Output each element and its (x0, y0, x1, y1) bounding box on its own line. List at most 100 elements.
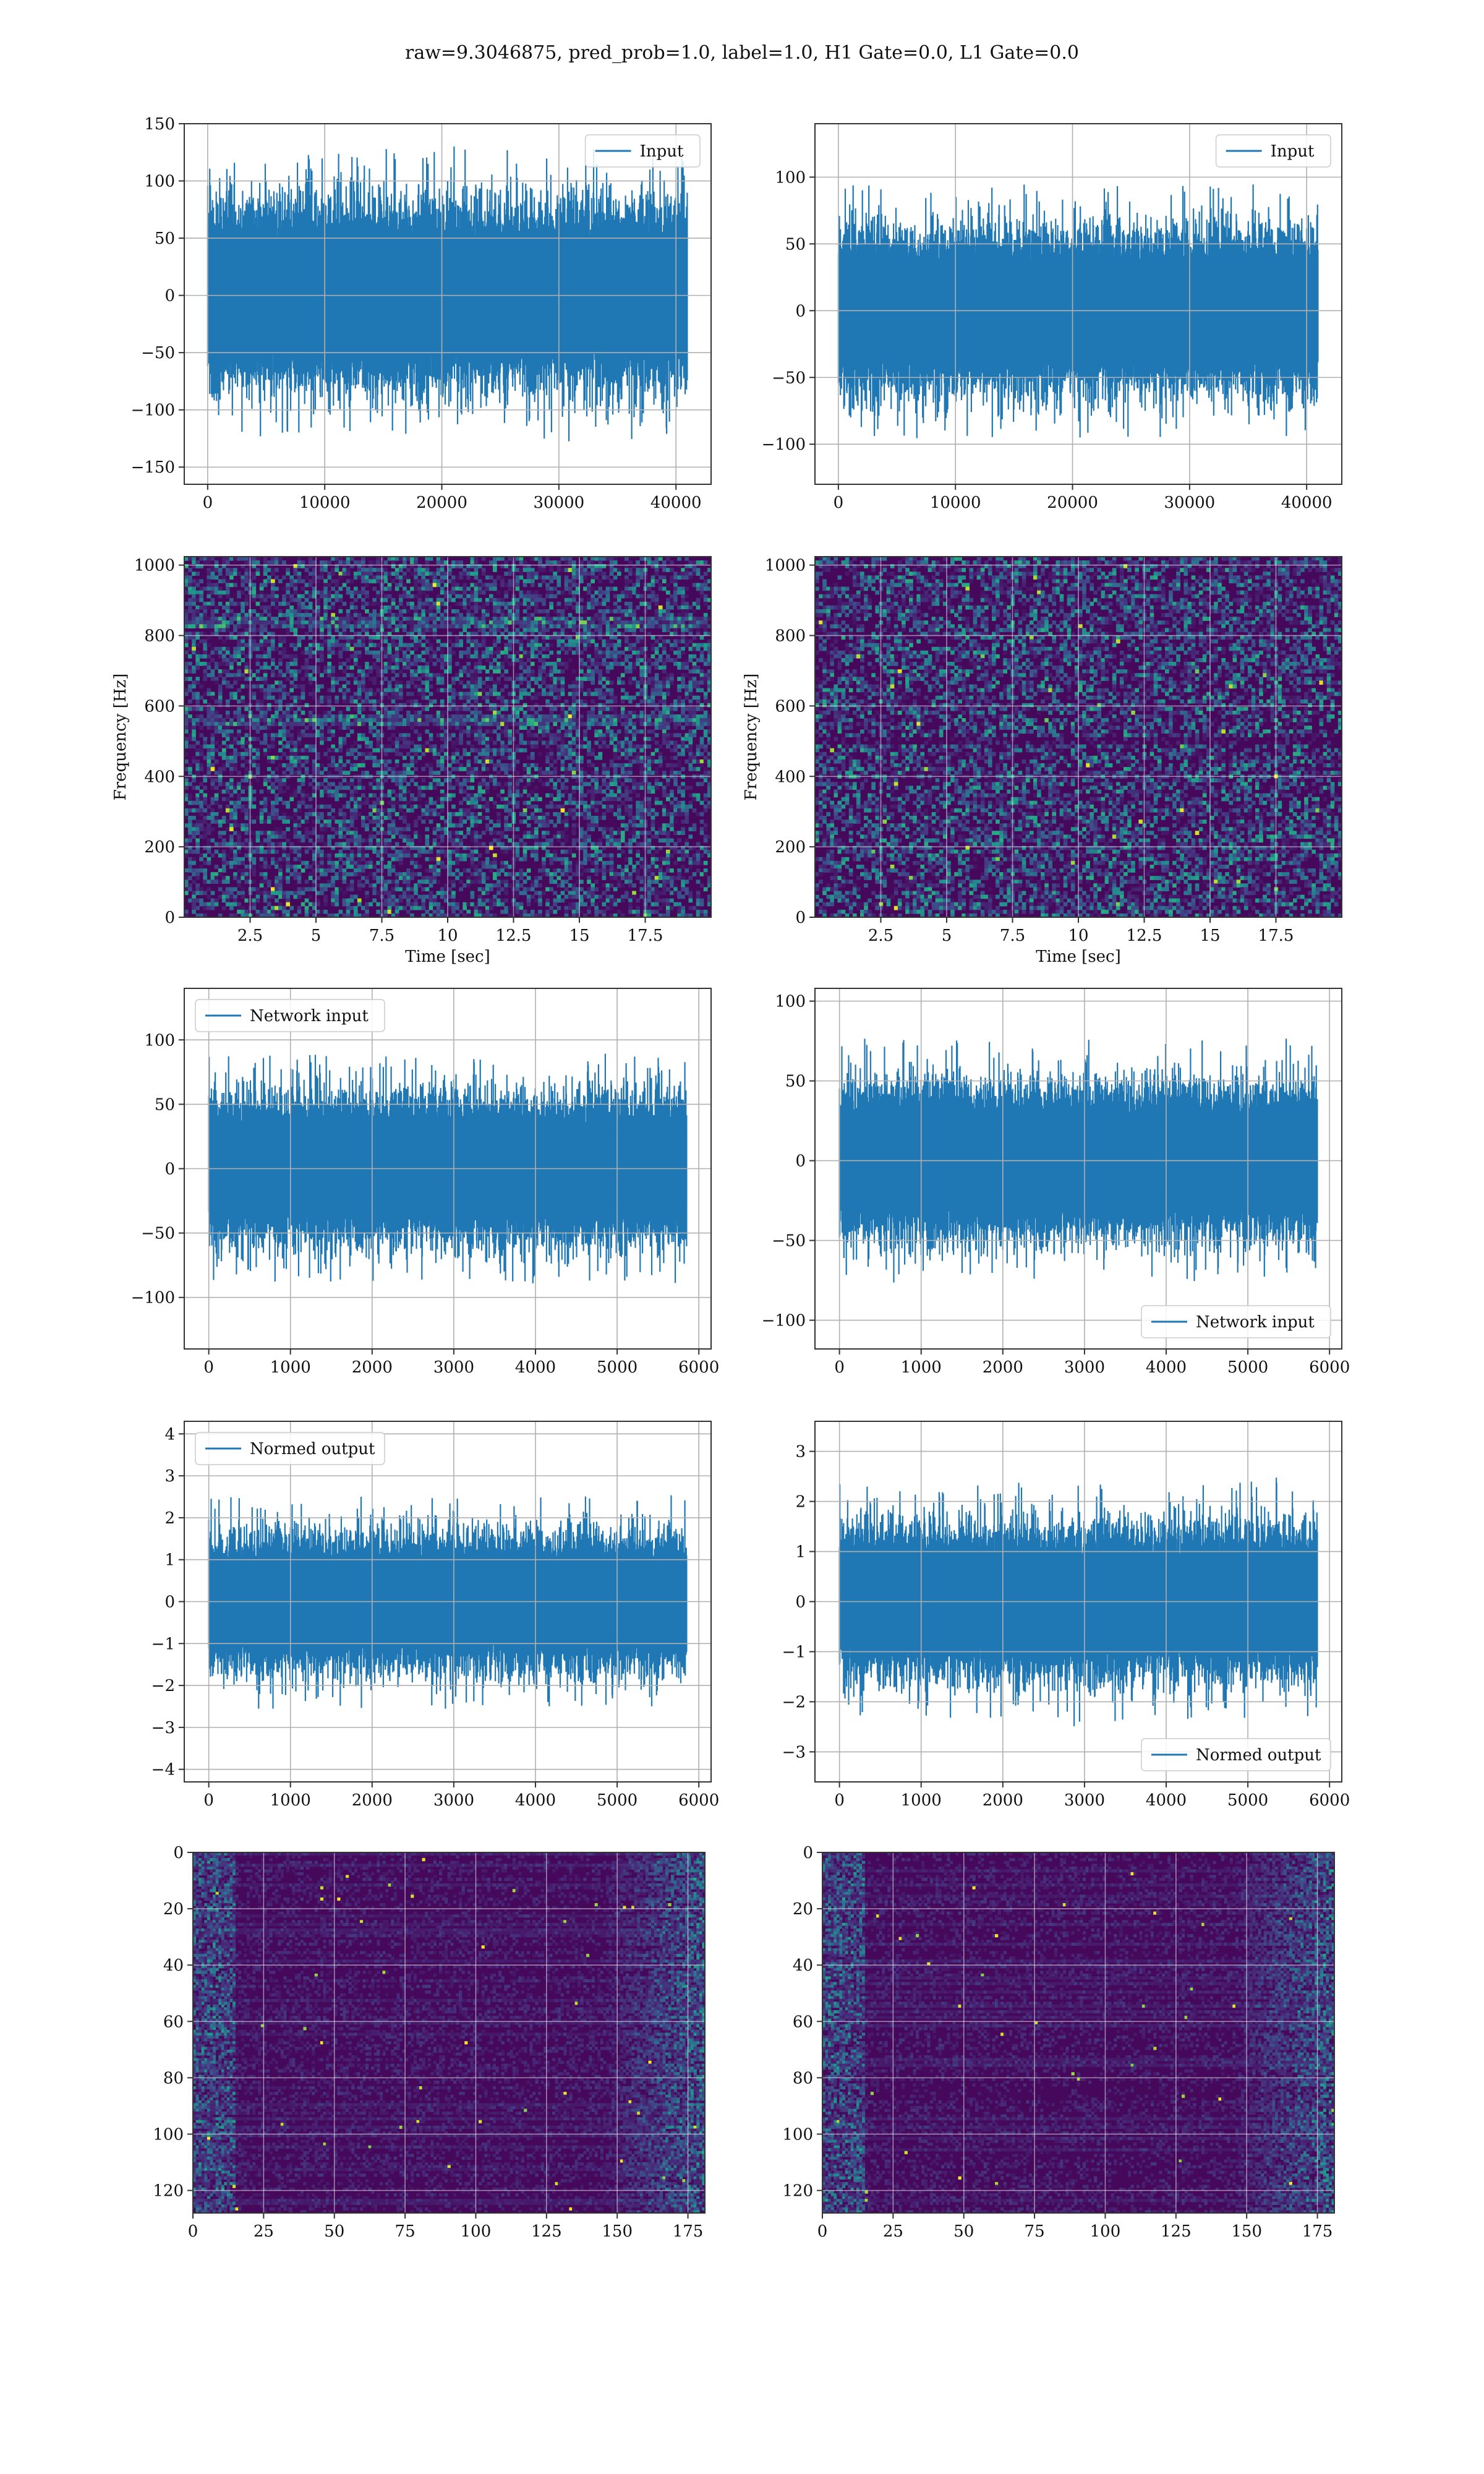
heatmap-cell (255, 699, 260, 704)
heatmap-cell (289, 654, 294, 659)
heatmap-cell (681, 617, 685, 621)
heatmap-cell (564, 560, 569, 565)
heatmap-cell (549, 688, 553, 693)
heatmap-cell (515, 778, 520, 782)
heatmap-cell (207, 590, 211, 595)
heatmap-cell (530, 590, 535, 595)
heatmap-cell (342, 684, 347, 689)
heatmap-cell (493, 560, 497, 565)
heatmap-cell (602, 620, 607, 625)
heatmap-cell (195, 771, 200, 775)
heatmap-cell (203, 740, 208, 745)
heatmap-cell (493, 617, 497, 621)
heatmap-cell (282, 654, 286, 659)
heatmap-cell (192, 579, 196, 584)
heatmap-cell (500, 748, 505, 753)
heatmap-cell (244, 571, 249, 576)
heatmap-cell (564, 624, 569, 628)
heatmap-cell (263, 571, 268, 576)
heatmap-cell (493, 557, 497, 561)
heatmap-cell (647, 755, 652, 760)
heatmap-cell (203, 617, 208, 621)
heatmap-cell (221, 740, 226, 745)
heatmap-cell (443, 609, 448, 614)
heatmap-cell (244, 654, 249, 659)
heatmap-cell (587, 597, 591, 602)
heatmap-cell (575, 568, 580, 572)
heatmap-cell (259, 605, 264, 610)
heatmap-cell (673, 643, 678, 648)
heatmap-cell (575, 628, 580, 633)
heatmap-cell (440, 744, 445, 749)
heatmap-cell (636, 684, 640, 689)
heatmap-cell (493, 688, 497, 693)
heatmap-cell (530, 673, 535, 677)
heatmap-cell (244, 575, 249, 580)
heatmap-cell (225, 635, 230, 640)
heatmap-cell (225, 755, 230, 760)
heatmap-cell (255, 726, 260, 730)
heatmap-cell (432, 628, 437, 633)
heatmap-cell (451, 564, 456, 568)
heatmap-cell (214, 586, 219, 591)
heatmap-cell (365, 662, 369, 666)
heatmap-cell (522, 748, 527, 753)
heatmap-cell (225, 624, 230, 628)
heatmap-cell (549, 733, 553, 738)
heatmap-cell (398, 635, 403, 640)
heatmap-cell (229, 654, 234, 659)
heatmap-cell (493, 624, 497, 628)
heatmap-cell (493, 613, 497, 617)
heatmap-cell (526, 680, 531, 685)
heatmap-cell (707, 684, 711, 689)
heatmap-cell (338, 605, 343, 610)
heatmap-cell (353, 639, 358, 644)
heatmap-cell (188, 617, 192, 621)
heatmap-cell (538, 673, 542, 677)
heatmap-cell (184, 601, 189, 606)
heatmap-cell (455, 601, 459, 606)
heatmap-cell (598, 557, 603, 561)
heatmap-cell (591, 579, 595, 584)
heatmap-cell (662, 643, 667, 648)
heatmap-cell (583, 673, 587, 677)
heatmap-cell (221, 677, 226, 681)
heatmap-cell (628, 669, 633, 674)
heatmap-cell (455, 714, 459, 719)
heatmap-cell (636, 691, 640, 696)
heatmap-cell (342, 714, 347, 719)
heatmap-cell (282, 635, 286, 640)
heatmap-cell (214, 662, 219, 666)
heatmap-cell (560, 767, 565, 771)
heatmap-cell (560, 751, 565, 756)
heatmap-cell (620, 699, 625, 704)
heatmap-cell (677, 744, 681, 749)
heatmap-cell (293, 751, 298, 756)
heatmap-cell (545, 594, 550, 599)
heatmap-cell (681, 609, 685, 614)
heatmap-cell (594, 575, 599, 580)
heatmap-cell (639, 680, 644, 685)
heatmap-cell (647, 695, 652, 700)
heatmap-cell (575, 729, 580, 734)
heatmap-cell (429, 609, 433, 614)
heatmap-cell (184, 631, 189, 636)
heatmap-cell (233, 695, 237, 700)
heatmap-cell (681, 631, 685, 636)
heatmap-cell (267, 706, 271, 711)
heatmap-cell (508, 714, 513, 719)
heatmap-cell (391, 658, 396, 662)
heatmap-cell (221, 733, 226, 738)
heatmap-cell (466, 571, 471, 576)
heatmap-cell (304, 594, 309, 599)
heatmap-cell (221, 748, 226, 753)
heatmap-cell (692, 729, 697, 734)
heatmap-cell (564, 617, 569, 621)
heatmap-cell (414, 654, 418, 659)
heatmap-cell (451, 590, 456, 595)
heatmap-cell (707, 639, 711, 644)
heatmap-cell (282, 613, 286, 617)
heatmap-cell (488, 646, 493, 651)
heatmap-cell (481, 733, 486, 738)
heatmap-cell (327, 748, 331, 753)
